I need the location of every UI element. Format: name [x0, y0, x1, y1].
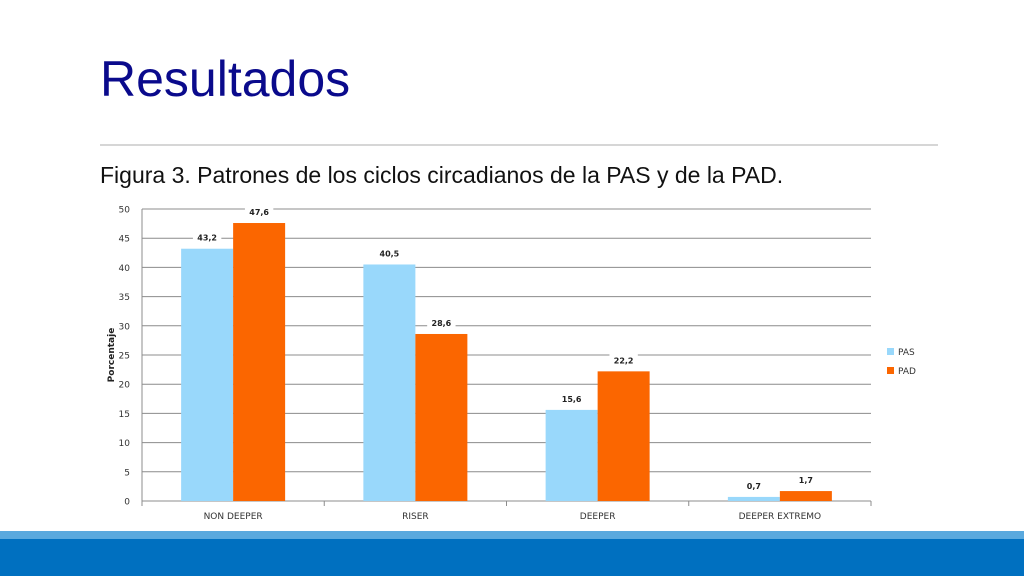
footer-bar — [0, 539, 1024, 576]
slide-title: Resultados — [100, 51, 351, 107]
bar-pad-riser — [415, 333, 468, 501]
y-tick-label: 0 — [124, 498, 130, 508]
bar-pad-deeper-extremo — [779, 491, 832, 501]
bar-pad-non-deeper — [233, 223, 286, 502]
bar-pas-non-deeper — [181, 248, 234, 501]
bar-pas-deeper — [545, 409, 598, 501]
legend-swatch-pas — [887, 348, 894, 355]
x-tick-label: NON DEEPER — [204, 512, 263, 522]
data-label-background — [244, 206, 274, 219]
data-label: 0,7 — [747, 482, 761, 491]
y-tick-label: 50 — [119, 206, 131, 216]
y-tick-label: 10 — [119, 439, 131, 449]
y-tick-label: 35 — [119, 293, 130, 303]
data-label: 40,5 — [380, 249, 400, 258]
data-label: 22,2 — [614, 356, 634, 365]
data-label-background — [557, 392, 586, 405]
data-label: 1,7 — [799, 476, 813, 485]
legend-label-pad: PAD — [898, 367, 916, 377]
figure-caption: Figura 3. Patrones de los ciclos circadi… — [100, 162, 784, 188]
data-label-background — [742, 479, 766, 492]
y-tick-label: 45 — [119, 235, 130, 245]
y-tick-label: 5 — [124, 468, 130, 478]
data-label-background — [609, 354, 638, 367]
y-tick-label: 20 — [119, 381, 131, 391]
bar-chart: 0 5 10 15 20 25 30 35 40 45 50 43,2 47,6 NON DEEPER 40… — [107, 206, 916, 523]
data-label: 15,6 — [562, 395, 582, 404]
x-tick-label: RISER — [402, 512, 429, 522]
y-tick-label: 40 — [119, 264, 131, 274]
footer-accent-stripe — [0, 531, 1024, 539]
legend-swatch-pad — [887, 367, 894, 374]
data-label: 47,6 — [249, 208, 269, 217]
y-axis-label: Porcentaje — [107, 328, 117, 383]
data-label: 43,2 — [197, 234, 217, 243]
x-tick-label: DEEPER EXTREMO — [739, 512, 822, 522]
data-label-background — [794, 474, 818, 487]
data-label-background — [192, 231, 222, 244]
bar-pas-deeper-extremo — [727, 496, 780, 501]
bar-pad-deeper — [597, 371, 650, 501]
data-label: 28,6 — [432, 319, 452, 328]
x-tick-label: DEEPER — [580, 512, 616, 522]
y-tick-label: 25 — [119, 352, 130, 362]
bar-pas-riser — [363, 264, 416, 501]
y-tick-label: 15 — [119, 410, 130, 420]
title-divider — [100, 144, 938, 146]
data-label-background — [375, 247, 404, 260]
y-tick-label: 30 — [119, 322, 131, 332]
data-label-background — [427, 316, 456, 329]
legend-label-pas: PAS — [898, 348, 915, 358]
